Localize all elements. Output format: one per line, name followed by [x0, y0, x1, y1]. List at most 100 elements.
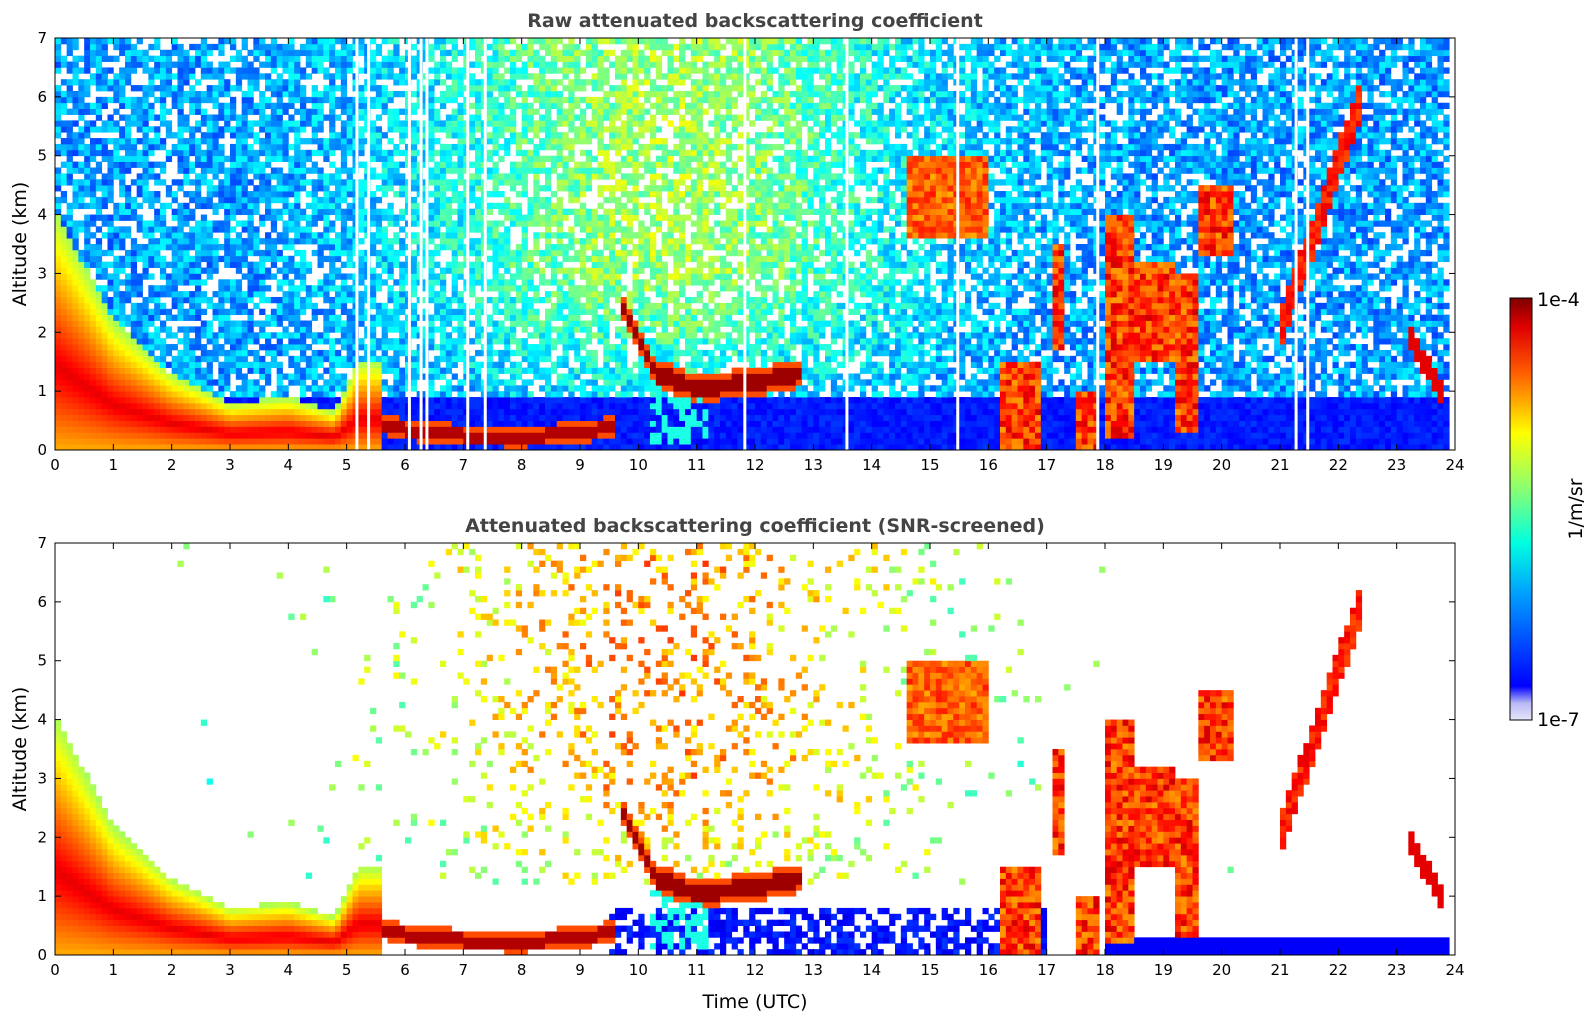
heatmap-cell [218, 408, 225, 416]
heatmap-cell [142, 444, 149, 451]
heatmap-cell [212, 132, 219, 139]
heatmap-cell [66, 149, 73, 157]
heatmap-cell [410, 438, 418, 445]
heatmap-cell [358, 196, 365, 204]
heatmap-cell [78, 261, 85, 268]
heatmap-cell [492, 232, 499, 239]
heatmap-cell [381, 432, 388, 439]
heatmap-cell [329, 320, 336, 327]
heatmap-cell [300, 367, 307, 374]
heatmap-cell [527, 49, 534, 57]
heatmap-cell [527, 126, 534, 133]
heatmap-cell [533, 173, 540, 180]
heatmap-cell [515, 296, 523, 304]
heatmap-cell [66, 273, 73, 280]
heatmap-cell [154, 402, 161, 410]
heatmap-cell [434, 296, 441, 304]
heatmap-cell [142, 143, 149, 151]
heatmap-cell [358, 49, 365, 57]
heatmap-cell [142, 155, 149, 162]
heatmap-cell [556, 402, 563, 410]
heatmap-cell [539, 43, 546, 51]
heatmap-cell [399, 420, 406, 427]
heatmap-cell [113, 326, 120, 333]
heatmap-cell [224, 438, 231, 445]
heatmap-cell [119, 126, 126, 133]
heatmap-cell [451, 397, 458, 404]
heatmap-cell [177, 138, 184, 145]
heatmap-cell [521, 114, 528, 121]
heatmap-cell [492, 402, 499, 410]
heatmap-cell [504, 255, 511, 263]
heatmap-cell [66, 120, 73, 127]
heatmap-cell [521, 302, 528, 310]
heatmap-cell [235, 173, 243, 180]
heatmap-cell [317, 126, 324, 133]
heatmap-cell [125, 349, 132, 357]
heatmap-cell [451, 143, 458, 151]
heatmap-cell [434, 244, 441, 251]
heatmap-cell [492, 79, 499, 86]
heatmap-cell [125, 426, 132, 433]
heatmap-cell [165, 108, 173, 115]
heatmap-cell [171, 179, 178, 186]
heatmap-cell [399, 79, 406, 86]
heatmap-cell [533, 426, 540, 433]
heatmap-cell [562, 255, 569, 263]
heatmap-cell [317, 232, 324, 239]
heatmap-cell [294, 438, 301, 445]
heatmap-cell [492, 397, 499, 404]
heatmap-cell [399, 214, 406, 221]
heatmap-cell [84, 226, 91, 233]
heatmap-cell [125, 167, 132, 174]
heatmap-cell [136, 326, 143, 333]
heatmap-cell [440, 179, 447, 186]
heatmap-cell [160, 232, 167, 239]
heatmap-cell [171, 414, 178, 421]
heatmap-cell [451, 420, 458, 427]
heatmap-cell [375, 126, 383, 133]
heatmap-cell [253, 202, 260, 210]
heatmap-cell [387, 267, 394, 274]
heatmap-cell [527, 308, 534, 316]
heatmap-cell [72, 149, 79, 157]
heatmap-cell [469, 249, 476, 257]
heatmap-cell [171, 291, 178, 298]
heatmap-cell [457, 138, 464, 145]
heatmap-cell [568, 314, 575, 321]
heatmap-cell [498, 426, 505, 433]
heatmap-cell [370, 296, 377, 304]
heatmap-cell [300, 90, 307, 98]
heatmap-cell [486, 444, 493, 451]
heatmap-cell [294, 143, 301, 151]
heatmap-cell [445, 167, 453, 174]
heatmap-cell [300, 414, 307, 421]
heatmap-cell [171, 244, 178, 251]
heatmap-cell [556, 79, 563, 86]
heatmap-cell [469, 420, 476, 427]
heatmap-cell [247, 208, 254, 215]
heatmap-cell [55, 67, 62, 74]
heatmap-cell [60, 420, 68, 427]
heatmap-cell [160, 208, 167, 215]
heatmap-cell [95, 114, 103, 121]
heatmap-cell [119, 191, 126, 198]
heatmap-cell [428, 173, 435, 180]
heatmap-cell [142, 344, 149, 351]
heatmap-cell [317, 114, 324, 121]
heatmap-cell [171, 238, 178, 245]
heatmap-cell [440, 385, 447, 392]
heatmap-cell [527, 249, 534, 257]
heatmap-cell [294, 161, 301, 168]
heatmap-cell [370, 420, 377, 427]
heatmap-cell [475, 55, 482, 62]
heatmap-cell [241, 326, 248, 333]
heatmap-cell [200, 202, 208, 210]
heatmap-cell [60, 426, 68, 433]
heatmap-cell [545, 67, 552, 74]
heatmap-cell [335, 196, 342, 204]
heatmap-cell [311, 196, 318, 204]
heatmap-cell [125, 102, 132, 110]
heatmap-cell [130, 238, 138, 245]
heatmap-cell [399, 185, 406, 192]
